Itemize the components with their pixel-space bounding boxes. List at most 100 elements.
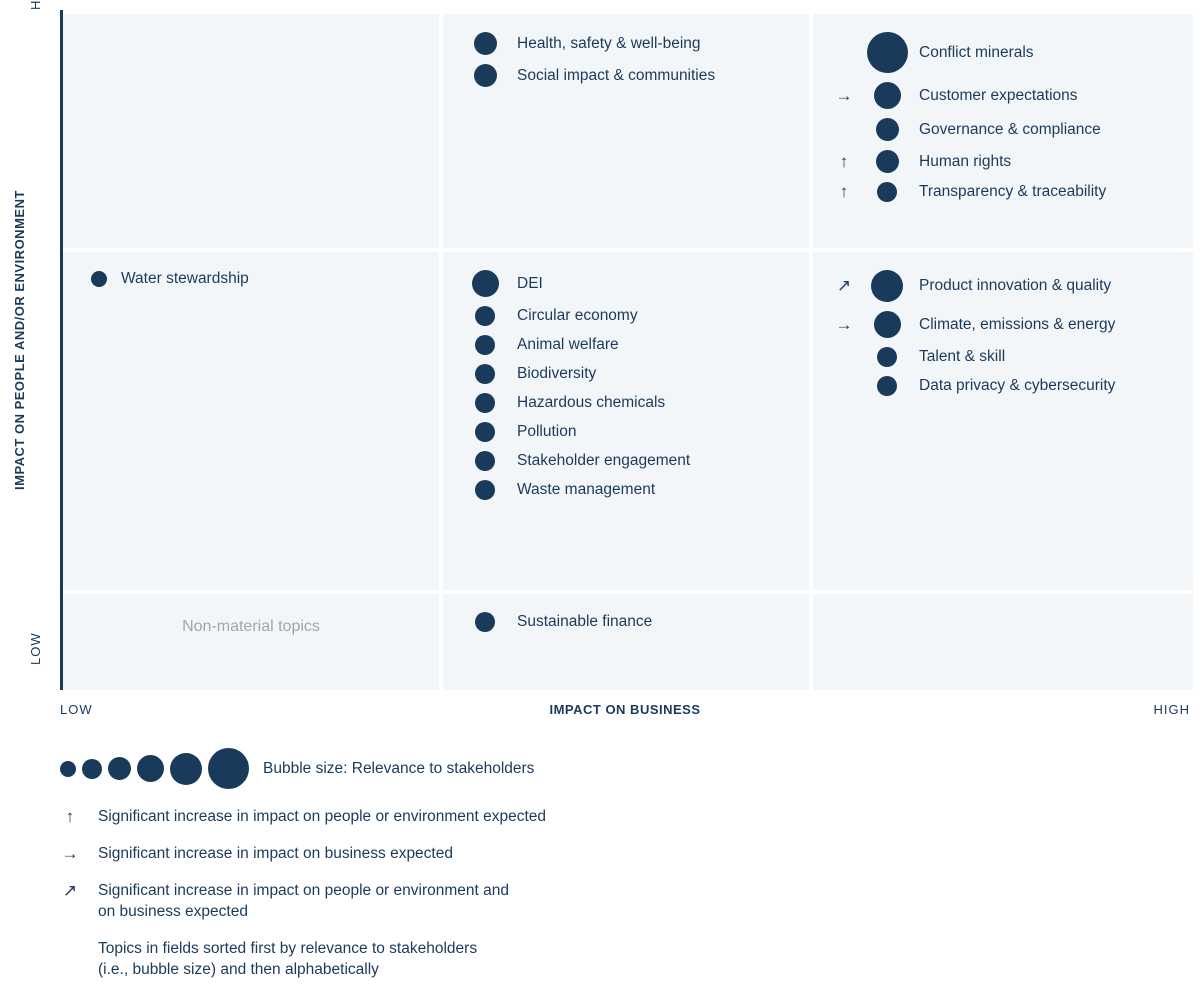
y-axis-label: IMPACT ON PEOPLE AND/OR ENVIRONMENT [12,190,27,490]
bubble-icon [874,311,901,338]
cell-low-mid: Sustainable finance [443,590,813,690]
bubble-icon [475,335,495,355]
bubble-scale [60,748,249,789]
bubble-icon [475,306,495,326]
bubble-slot [463,393,507,413]
topic-item: Social impact & communities [463,64,789,87]
topic-label: Waste management [517,481,655,499]
legend-note: Topics in fields sorted first by relevan… [98,939,477,981]
bubble-slot [865,270,909,302]
topic-item: Water stewardship [83,270,419,288]
bubble-icon [877,347,897,367]
bubble-icon [474,32,497,55]
bubble-icon [871,270,903,302]
topic-label: Sustainable finance [517,613,652,631]
bubble-icon [475,612,495,632]
topic-label: Governance & compliance [919,121,1101,139]
topic-label: Talent & skill [919,348,1005,366]
arrow-right-icon: → [60,844,80,864]
bubble-slot [865,376,909,396]
legend-arrow-row: ↑ Significant increase in impact on peopl… [60,807,1160,828]
bubble-icon [475,393,495,413]
topic-label: Health, safety & well-being [517,35,701,53]
bubble-slot [463,335,507,355]
bubble-icon [472,270,499,297]
bubble-icon [474,64,497,87]
legend-arrow-text: Significant increase in impact on people… [98,881,509,923]
topic-label: Circular economy [517,307,638,325]
legend-bubble-icon [170,753,202,785]
topic-item: Pollution [463,422,789,442]
y-axis-low-label: LOW [28,632,43,665]
legend-bubble-scale: Bubble size: Relevance to stakeholders [60,748,1160,789]
topic-label: Pollution [517,423,576,441]
bubble-icon [475,480,495,500]
cell-low-high [813,590,1193,690]
cell-mid-low: Water stewardship [63,248,443,590]
cell-high-high: Conflict minerals → Customer expectations G… [813,10,1193,248]
topic-label: Customer expectations [919,87,1078,105]
bubble-slot [463,270,507,297]
topic-item: Animal welfare [463,335,789,355]
bubble-slot [865,150,909,173]
bubble-slot [865,32,909,73]
arrow-upright-icon: ↗ [60,881,80,901]
bubble-icon [475,364,495,384]
topic-item: Hazardous chemicals [463,393,789,413]
topic-item: Data privacy & cybersecurity [833,376,1173,396]
x-axis-high-label: HIGH [1154,702,1191,717]
topic-label: Animal welfare [517,336,619,354]
topic-label: Human rights [919,153,1011,171]
legend-arrow-text: Significant increase in impact on people… [98,807,546,828]
bubble-slot [463,364,507,384]
legend-arrow-row: ↗ Significant increase in impact on peopl… [60,881,1160,923]
arrow-up-icon: ↑ [60,807,80,827]
arrow-right-icon: → [833,315,855,335]
arrow-right-icon: → [833,86,855,106]
legend-bubble-icon [208,748,249,789]
legend-bubble-icon [60,761,76,777]
bubble-slot [463,451,507,471]
topic-label: Hazardous chemicals [517,394,665,412]
bubble-slot [463,480,507,500]
x-axis-label: IMPACT ON BUSINESS [60,702,1190,717]
legend-arrow-text: Significant increase in impact on busine… [98,844,453,865]
cell-mid-mid: DEI Circular economy Animal welfare Biodive… [443,248,813,590]
y-axis-high-label: HIGH [28,0,43,10]
topic-label: Conflict minerals [919,44,1034,62]
bubble-icon [877,376,897,396]
cell-high-mid: Health, safety & well-being Social impact… [443,10,813,248]
matrix-grid: Health, safety & well-being Social impact… [60,10,1190,690]
bubble-slot [865,182,909,202]
topic-label: Climate, emissions & energy [919,316,1115,334]
topic-label: Water stewardship [121,270,249,288]
legend-bubble-icon [108,757,131,780]
bubble-icon [867,32,908,73]
nonmaterial-label: Non-material topics [83,612,419,636]
topic-label: Product innovation & quality [919,277,1111,295]
bubble-slot [463,612,507,632]
bubble-slot [463,32,507,55]
legend-arrow-row: → Significant increase in impact on busin… [60,844,1160,865]
topic-item: ↗ Product innovation & quality [833,270,1173,302]
bubble-slot [865,118,909,141]
topic-item: Health, safety & well-being [463,32,789,55]
arrow-upright-icon: ↗ [833,276,855,296]
topic-item: DEI [463,270,789,297]
bubble-icon [877,182,897,202]
legend-bubble-icon [137,755,164,782]
cell-mid-high: ↗ Product innovation & quality → Climate, e… [813,248,1193,590]
topic-item: Biodiversity [463,364,789,384]
bubble-slot [865,311,909,338]
bubble-scale-label: Bubble size: Relevance to stakeholders [263,760,534,778]
topic-item: Governance & compliance [833,118,1173,141]
arrow-up-icon: ↑ [833,182,855,202]
legend-bubble-icon [82,759,102,779]
bubble-slot [463,64,507,87]
topic-item: Waste management [463,480,789,500]
topic-label: Stakeholder engagement [517,452,690,470]
bubble-icon [475,422,495,442]
arrow-up-icon: ↑ [833,152,855,172]
cell-high-low [63,10,443,248]
topic-label: Transparency & traceability [919,183,1106,201]
